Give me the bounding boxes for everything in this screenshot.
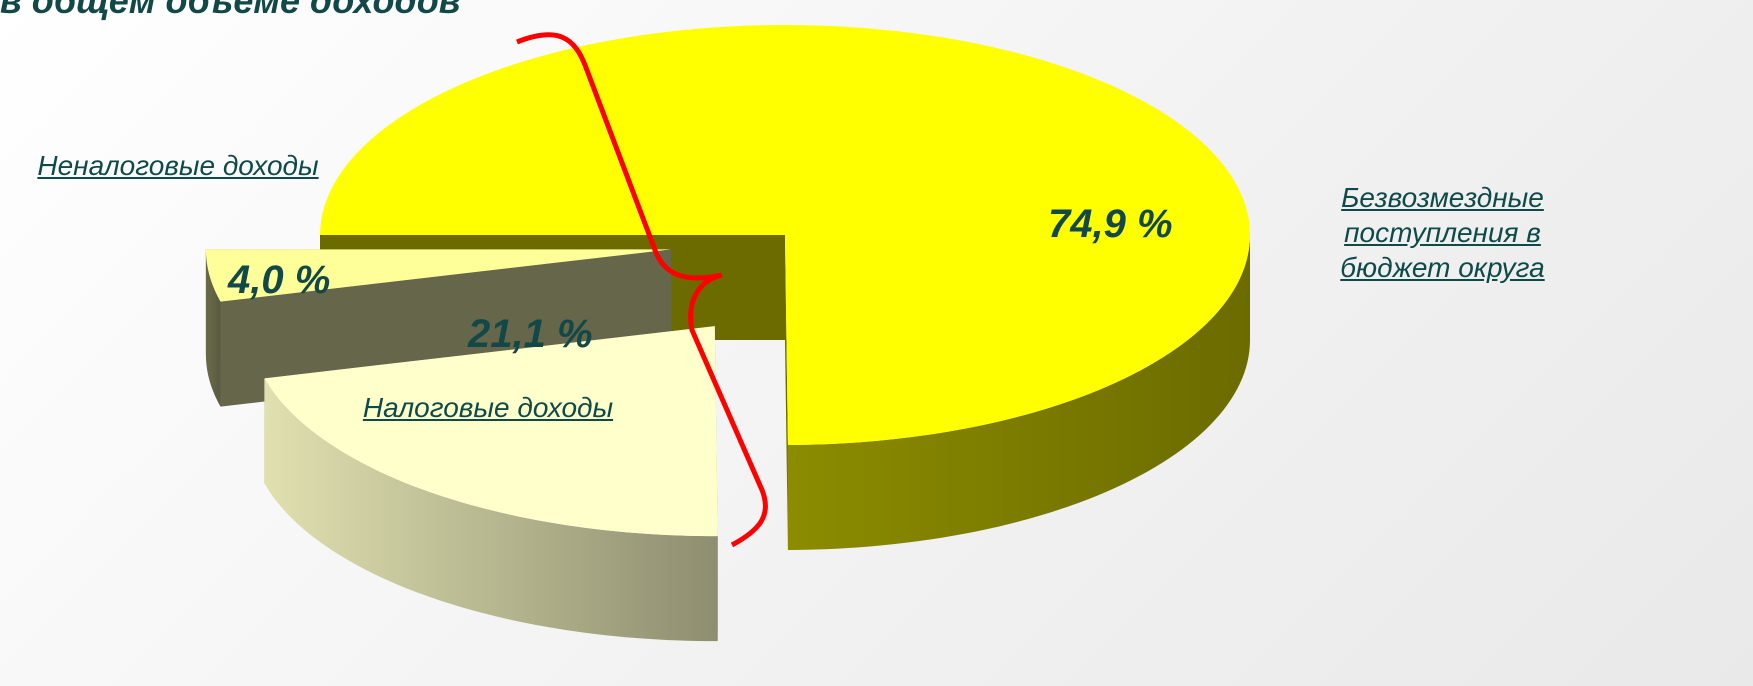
slice — [264, 326, 718, 537]
slice-wall — [264, 378, 718, 642]
chart-title: в общем объеме доходов — [0, 0, 461, 21]
slice-side — [785, 235, 788, 550]
value-label: 4,0 % — [228, 258, 331, 302]
slice — [320, 25, 1250, 445]
value-label: 74,9 % — [1048, 202, 1173, 246]
category-label: Налоговые доходы — [362, 392, 614, 423]
slice-wall — [205, 249, 221, 407]
slice — [205, 249, 671, 302]
category-label: Безвозмездные поступления в бюджет округ… — [1340, 182, 1545, 283]
category-label: Неналоговые доходы — [37, 150, 319, 181]
bracket — [516, 32, 768, 548]
pie — [205, 25, 1250, 642]
slice-wall — [787, 235, 1250, 550]
value-label: 21,1 % — [468, 312, 593, 356]
